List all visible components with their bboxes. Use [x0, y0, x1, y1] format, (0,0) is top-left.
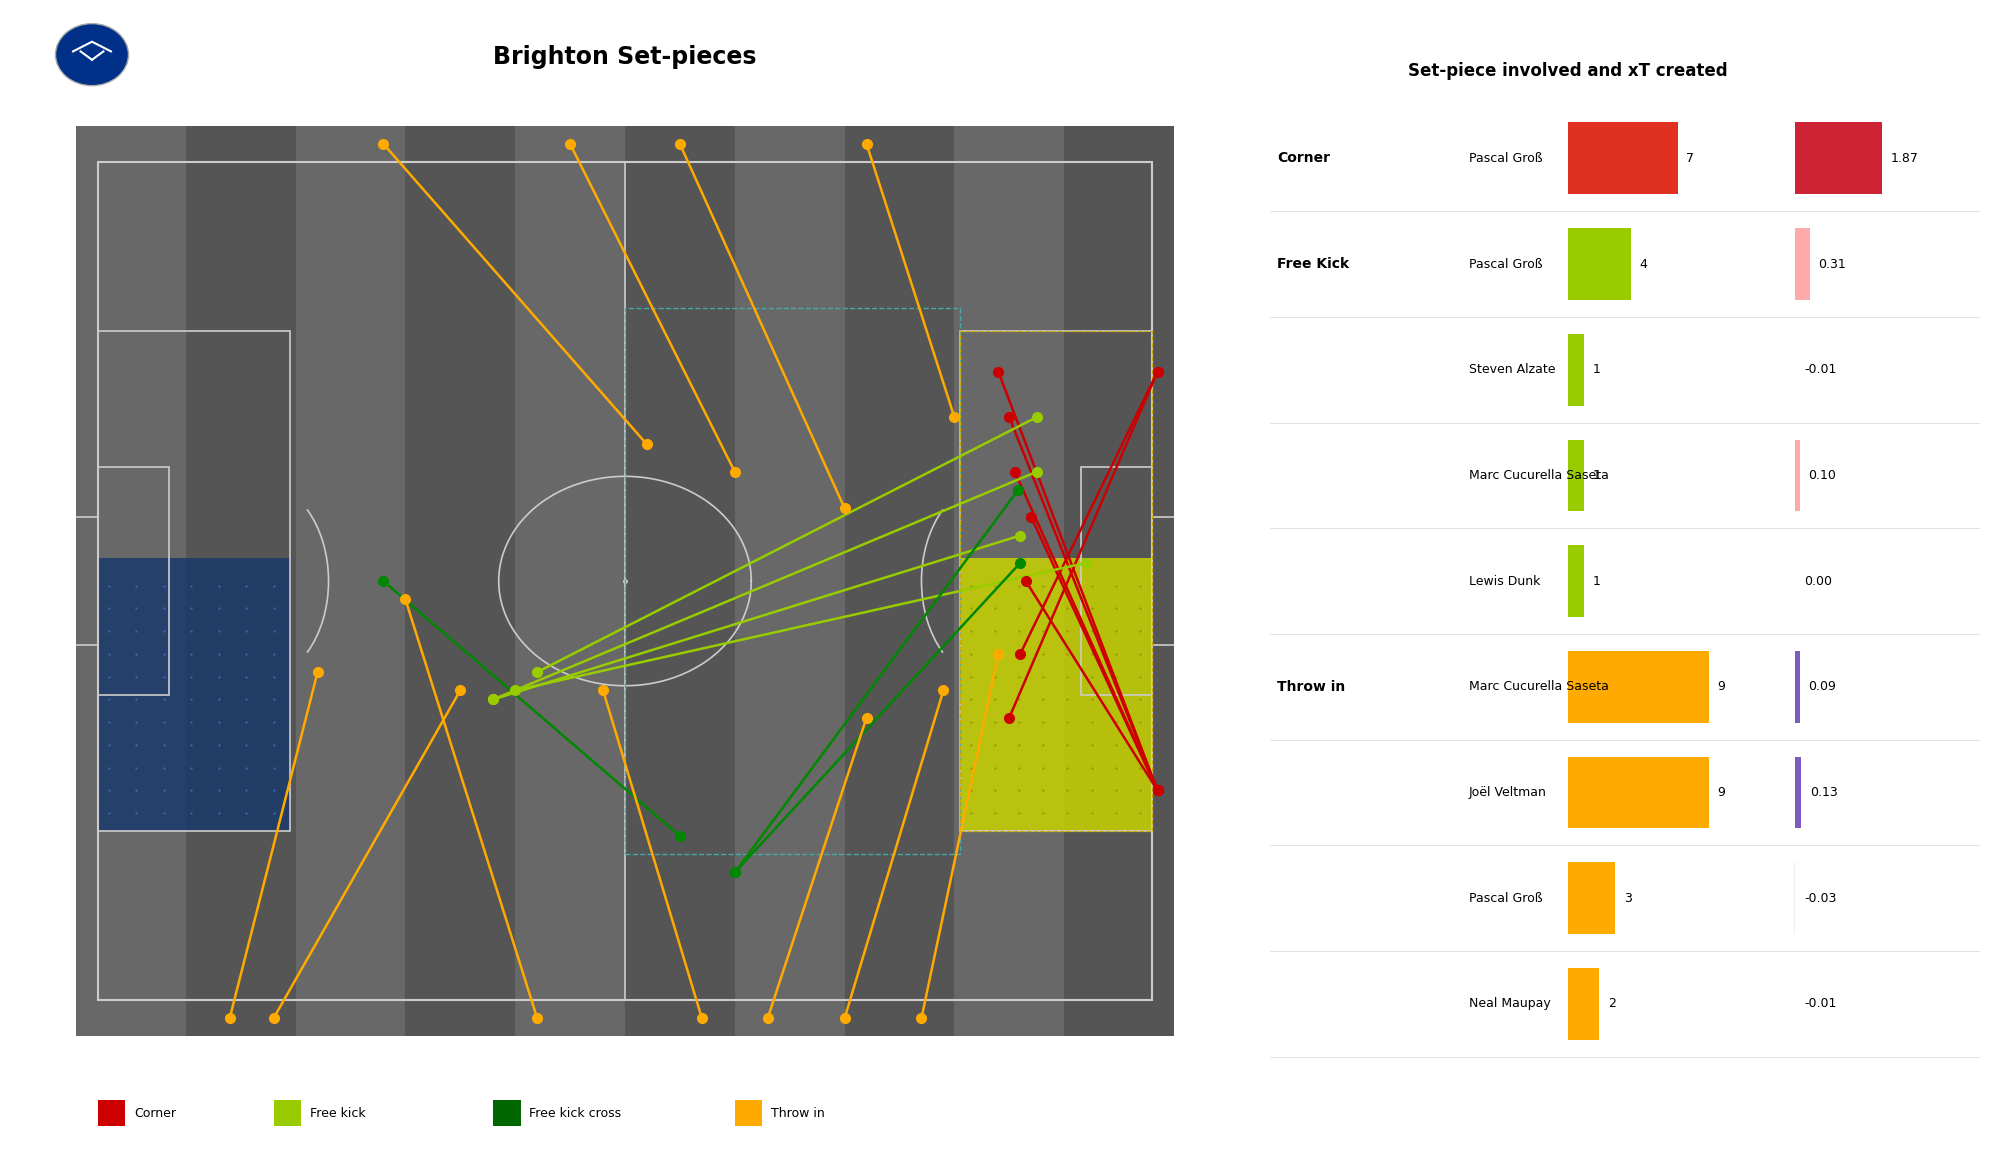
Text: Free kick: Free kick: [310, 1107, 366, 1120]
Text: Corner: Corner: [1278, 152, 1330, 166]
Bar: [1796, 228, 1810, 300]
Text: Brighton Set-pieces: Brighton Set-pieces: [494, 45, 756, 69]
Text: 9: 9: [1718, 786, 1726, 799]
Text: 2: 2: [1608, 998, 1616, 1010]
Text: Free Kick: Free Kick: [1278, 257, 1350, 271]
Text: 0.31: 0.31: [1818, 257, 1846, 270]
Circle shape: [56, 24, 128, 86]
Text: 0.13: 0.13: [1810, 786, 1838, 799]
Text: 1: 1: [1592, 363, 1600, 376]
Bar: [1568, 651, 1708, 723]
Bar: [70, 517, 98, 645]
Bar: [626, 308, 960, 854]
Bar: [1568, 122, 1678, 194]
Bar: [1568, 545, 1584, 617]
Text: 3: 3: [1624, 892, 1632, 905]
Text: 0.09: 0.09: [1808, 680, 1836, 693]
Text: Lewis Dunk: Lewis Dunk: [1468, 575, 1540, 588]
Bar: [1152, 517, 1180, 645]
Bar: [734, 126, 844, 1036]
Bar: [1796, 651, 1800, 723]
Bar: [1568, 334, 1584, 405]
Bar: [186, 126, 296, 1036]
Bar: [960, 558, 1152, 832]
Text: 4: 4: [1640, 257, 1648, 270]
Bar: [494, 1100, 520, 1126]
Text: Pascal Groß: Pascal Groß: [1468, 257, 1542, 270]
Bar: [98, 330, 290, 832]
Text: Set-piece involved and xT created: Set-piece involved and xT created: [1408, 62, 1728, 80]
Text: 0.10: 0.10: [1808, 469, 1836, 482]
Bar: [844, 126, 954, 1036]
Bar: [1568, 862, 1616, 934]
Bar: [98, 558, 290, 832]
Bar: [1796, 757, 1802, 828]
Text: 1.87: 1.87: [1890, 152, 1918, 165]
Bar: [954, 126, 1064, 1036]
Text: Pascal Groß: Pascal Groß: [1468, 892, 1542, 905]
Text: -0.03: -0.03: [1804, 892, 1836, 905]
Bar: [274, 1100, 302, 1126]
Bar: [516, 126, 624, 1036]
Bar: [1568, 228, 1630, 300]
Text: 1: 1: [1592, 575, 1600, 588]
Text: 7: 7: [1686, 152, 1694, 165]
Bar: [98, 468, 170, 694]
Bar: [1796, 439, 1800, 511]
Bar: [296, 126, 406, 1036]
Bar: [1080, 468, 1152, 694]
Text: 1: 1: [1592, 469, 1600, 482]
Text: 0.00: 0.00: [1804, 575, 1832, 588]
Bar: [76, 126, 186, 1036]
Bar: [1568, 439, 1584, 511]
Text: Pascal Groß: Pascal Groß: [1468, 152, 1542, 165]
Text: -0.01: -0.01: [1804, 363, 1836, 376]
Bar: [1796, 122, 1882, 194]
Bar: [1064, 126, 1174, 1036]
Bar: [406, 126, 516, 1036]
Text: 9: 9: [1718, 680, 1726, 693]
Text: Joël Veltman: Joël Veltman: [1468, 786, 1546, 799]
Bar: [1568, 968, 1600, 1040]
Text: Neal Maupay: Neal Maupay: [1468, 998, 1550, 1010]
Text: Marc Cucurella Saseta: Marc Cucurella Saseta: [1468, 680, 1608, 693]
Bar: [960, 330, 1152, 832]
Text: Free kick cross: Free kick cross: [530, 1107, 622, 1120]
Bar: [960, 330, 1152, 832]
Bar: [734, 1100, 762, 1126]
Bar: [626, 126, 734, 1036]
Bar: [98, 1100, 126, 1126]
Text: -0.01: -0.01: [1804, 998, 1836, 1010]
Bar: [1568, 757, 1708, 828]
Text: Throw in: Throw in: [772, 1107, 824, 1120]
Text: Marc Cucurella Saseta: Marc Cucurella Saseta: [1468, 469, 1608, 482]
Text: Steven Alzate: Steven Alzate: [1468, 363, 1556, 376]
Text: Corner: Corner: [134, 1107, 176, 1120]
Text: Throw in: Throw in: [1278, 680, 1346, 694]
